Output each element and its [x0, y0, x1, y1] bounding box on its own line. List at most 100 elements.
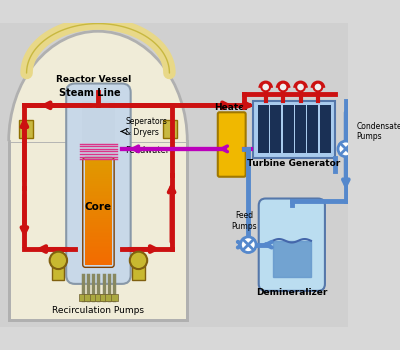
Bar [85, 236, 112, 237]
Text: Seperators
& Dryers: Seperators & Dryers [126, 117, 167, 137]
Bar [85, 176, 112, 177]
Bar [85, 175, 112, 176]
Bar [85, 227, 112, 228]
Bar [85, 237, 112, 239]
Bar [85, 260, 112, 261]
Text: Core: Core [85, 202, 112, 212]
Bar [85, 208, 112, 209]
Bar [85, 206, 112, 207]
Bar [85, 171, 112, 173]
Bar [270, 105, 281, 153]
Bar [85, 188, 112, 189]
Polygon shape [9, 31, 187, 141]
Bar [85, 235, 112, 236]
Bar [85, 167, 112, 168]
Bar [85, 207, 112, 208]
Bar [85, 197, 112, 198]
Bar [85, 223, 112, 224]
Bar [85, 187, 112, 188]
Bar [85, 238, 112, 239]
Bar [85, 243, 112, 244]
Text: Recirculation Pumps: Recirculation Pumps [52, 306, 144, 315]
Bar [85, 220, 112, 221]
Bar [85, 226, 112, 227]
Bar [85, 244, 112, 245]
Bar [85, 234, 112, 235]
FancyBboxPatch shape [218, 112, 246, 177]
Bar [85, 213, 112, 214]
Bar [85, 224, 112, 225]
Circle shape [130, 252, 147, 269]
Bar [85, 212, 112, 214]
Bar [85, 184, 112, 186]
Bar [85, 233, 112, 234]
Text: Condensate
Pumps: Condensate Pumps [356, 122, 400, 141]
Bar [253, 101, 335, 158]
Bar [85, 173, 112, 174]
Bar [85, 231, 112, 232]
Text: Demineralizer: Demineralizer [256, 288, 328, 297]
Polygon shape [273, 241, 311, 277]
Bar [85, 194, 112, 195]
Bar [85, 181, 112, 182]
Bar [85, 215, 112, 216]
Bar [85, 162, 112, 164]
Circle shape [338, 141, 354, 157]
Bar [85, 230, 112, 231]
Bar [85, 202, 112, 203]
Bar [85, 192, 112, 193]
Bar [84, 294, 92, 301]
Bar [85, 183, 112, 184]
Bar [85, 185, 112, 186]
Bar [85, 259, 112, 260]
Bar [85, 228, 112, 229]
Bar [85, 174, 112, 175]
Bar [85, 203, 112, 204]
Bar [85, 191, 112, 193]
Bar [85, 162, 112, 163]
Bar [85, 253, 112, 254]
Text: Feed
Pumps: Feed Pumps [231, 211, 257, 231]
Bar [19, 120, 33, 138]
Bar [85, 166, 112, 167]
Bar [85, 240, 112, 241]
Bar [85, 229, 112, 230]
Bar [85, 250, 112, 251]
Bar [85, 196, 112, 197]
Bar [85, 263, 112, 264]
Text: Feedwater: Feedwater [126, 146, 170, 155]
Bar [85, 190, 112, 191]
Bar [85, 200, 112, 201]
Text: Heater: Heater [214, 103, 249, 112]
Bar [85, 249, 112, 250]
Bar [85, 201, 112, 202]
Bar [85, 169, 112, 171]
Bar [85, 251, 112, 252]
Bar [85, 177, 112, 178]
Bar [85, 210, 112, 212]
Bar [85, 225, 112, 226]
Bar [79, 294, 86, 301]
Bar [9, 141, 187, 321]
Bar [85, 183, 112, 184]
Bar [85, 195, 112, 196]
Bar [85, 164, 112, 166]
Bar [85, 198, 112, 200]
Circle shape [314, 83, 322, 91]
Bar [82, 101, 115, 159]
Circle shape [279, 83, 288, 91]
Bar [295, 105, 306, 153]
Bar [85, 231, 112, 232]
Bar [85, 258, 112, 259]
Bar [307, 105, 318, 153]
Circle shape [50, 252, 67, 269]
Bar [132, 263, 145, 280]
Bar [85, 264, 112, 265]
Bar [85, 256, 112, 257]
Text: Steam Line: Steam Line [59, 88, 120, 98]
Bar [85, 217, 112, 218]
Bar [52, 263, 64, 280]
Bar [85, 232, 112, 233]
Bar [85, 242, 112, 243]
Bar [85, 209, 112, 210]
